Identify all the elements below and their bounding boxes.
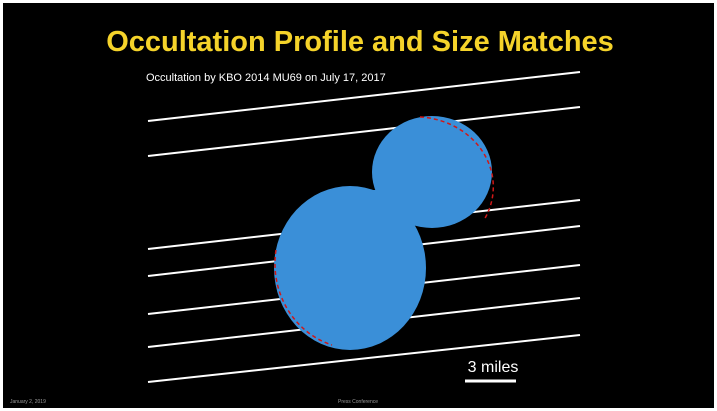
slide: Occultation Profile and Size Matches Occ…: [0, 0, 717, 411]
footer-date: January 2, 2019: [10, 399, 46, 405]
slide-subtitle: Occultation by KBO 2014 MU69 on July 17,…: [146, 72, 386, 84]
slide-title: Occultation Profile and Size Matches: [106, 26, 614, 58]
scale-label: 3 miles: [468, 359, 519, 376]
neck: [360, 190, 410, 230]
footer-event: Press Conference: [338, 399, 378, 405]
